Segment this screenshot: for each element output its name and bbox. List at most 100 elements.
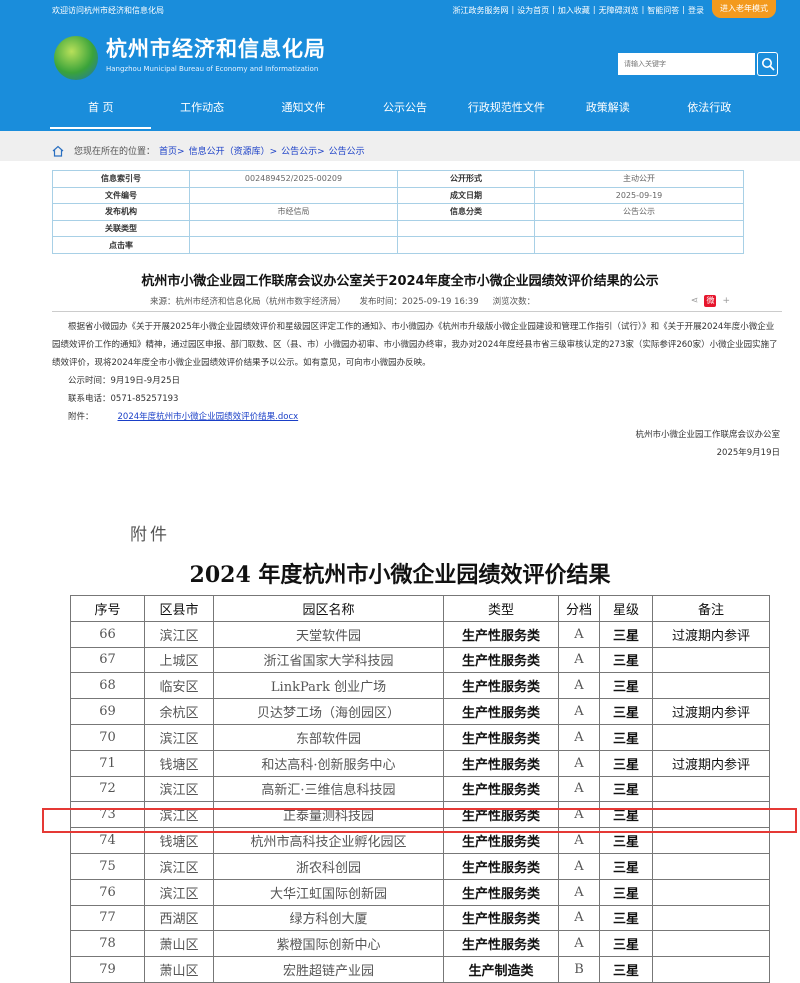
table-row: 75 滨江区 浙农科创园 生产性服务类 A 三星 <box>70 852 770 880</box>
table-row: 79 萧山区 宏胜超链产业园 生产制造类 B 三星 <box>70 956 770 983</box>
search-button[interactable] <box>757 52 778 76</box>
table-row: 72 滨江区 高新汇·三维信息科技园 生产性服务类 A 三星 <box>70 775 770 803</box>
plus-icon[interactable]: + <box>722 296 730 306</box>
cell-type: 生产性服务类 <box>443 749 559 777</box>
top-link[interactable]: 浙江政务服务网 <box>452 6 509 15</box>
info-row: 文件编号 成文日期 2025-09-19 <box>52 186 744 205</box>
cell-type: 生产性服务类 <box>443 698 559 725</box>
cell-district: 滨江区 <box>144 620 214 648</box>
cell-district: 余杭区 <box>144 698 214 725</box>
search-input[interactable] <box>618 53 755 75</box>
cell-park-name: 高新汇·三维信息科技园 <box>213 775 444 803</box>
attachment-link[interactable]: 2024年度杭州市小微企业园绩效评价结果.docx <box>117 412 299 422</box>
attachment-row: 附件： 2024年度杭州市小微企业园绩效评价结果.docx <box>52 408 782 426</box>
weibo-icon[interactable]: 微 <box>704 295 717 307</box>
article-body: 根据省小微园办《关于开展2025年小微企业园绩效评价和星级园区评定工作的通知》、… <box>52 322 778 368</box>
site-header: 欢迎访问杭州市经济和信息化局 浙江政务服务网 | 设为首页 | 加入收藏 | 无障碍浏览 | 智… <box>0 0 800 131</box>
cell-star: 三星 <box>599 878 653 906</box>
cell-star: 三星 <box>599 852 653 880</box>
cell-tier: A <box>558 672 600 700</box>
cell-tier: A <box>558 620 600 648</box>
cell-index: 77 <box>70 904 145 932</box>
nav-item[interactable]: 政策解读 <box>585 101 630 114</box>
separator: | <box>682 5 685 14</box>
cell-index: 79 <box>70 956 145 983</box>
cell-index: 71 <box>70 749 145 777</box>
column-header: 星级 <box>599 595 653 622</box>
column-header: 序号 <box>70 595 145 622</box>
info-key: 点击率 <box>52 236 190 254</box>
table-row: 68 临安区 LinkPark 创业广场 生产性服务类 A 三星 <box>70 672 770 700</box>
breadcrumb-home[interactable]: 首页> <box>159 147 185 157</box>
cell-note <box>652 852 770 880</box>
cell-district: 滨江区 <box>144 852 214 880</box>
table-row: 70 滨江区 东部软件园 生产性服务类 A 三星 <box>70 723 770 751</box>
cell-type: 生产性服务类 <box>443 904 559 932</box>
nav-item[interactable]: 公示公告 <box>382 101 427 114</box>
info-row: 信息索引号 002489452/2025-00209 公开形式 主动公开 <box>52 170 744 188</box>
info-key: 文件编号 <box>52 186 190 205</box>
cell-park-name: 天堂软件园 <box>213 620 444 648</box>
cell-star: 三星 <box>599 672 653 700</box>
article-views: 浏览次数： <box>492 297 536 307</box>
nav-item[interactable]: 依法行政 <box>687 101 732 114</box>
cell-type: 生产性服务类 <box>443 723 559 751</box>
cell-note: 过渡期内参评 <box>652 698 770 725</box>
column-header: 园区名称 <box>213 595 444 622</box>
top-link[interactable]: 加入收藏 <box>557 6 590 15</box>
column-header: 类型 <box>443 595 559 622</box>
top-link[interactable]: 登录 <box>688 6 704 15</box>
top-link[interactable]: 设为首页 <box>517 6 550 15</box>
top-link[interactable]: 无障碍浏览 <box>598 6 639 15</box>
home-icon[interactable] <box>52 145 64 157</box>
elder-mode-button[interactable]: 进入老年模式 <box>712 0 776 18</box>
share-bar: ⋖ 微 + <box>691 295 730 307</box>
main-nav: 首 页 工作动态 通知文件 公示公告 行政规范性文件 政策解读 依法行政 <box>50 96 760 130</box>
info-key <box>397 219 535 238</box>
cell-tier: A <box>558 878 600 906</box>
cell-park-name: LinkPark 创业广场 <box>213 672 444 700</box>
highlight-box <box>42 808 797 833</box>
nav-item[interactable]: 通知文件 <box>281 101 326 114</box>
cell-park-name: 大华江虹国际创新园 <box>213 878 444 906</box>
cell-star: 三星 <box>599 723 653 751</box>
site-subtitle: Hangzhou Municipal Bureau of Economy and… <box>106 65 319 73</box>
info-row: 发布机构 市经信局 信息分类 公告公示 <box>52 203 744 221</box>
cell-tier: A <box>558 646 600 674</box>
share-icon[interactable]: ⋖ <box>690 296 699 306</box>
table-header-row: 序号 区县市 园区名称 类型 分档 星级 备注 <box>70 595 770 622</box>
breadcrumb-prefix: 您现在所在的位置： <box>74 147 156 157</box>
column-header: 分档 <box>558 595 600 622</box>
sign-date: 2025年9月19日 <box>716 448 780 458</box>
breadcrumb-notices-current[interactable]: 公告公示 <box>328 147 365 157</box>
article-title: 杭州市小微企业园工作联席会议办公室关于2024年度全市小微企业园绩效评价结果的公… <box>141 274 659 289</box>
cell-index: 68 <box>70 672 145 700</box>
separator: | <box>592 5 596 14</box>
logo <box>54 36 98 80</box>
cell-note <box>652 956 770 983</box>
breadcrumb-notices[interactable]: 公告公示> <box>281 147 325 157</box>
top-link[interactable]: 智能问答 <box>647 6 680 15</box>
breadcrumb-info-public[interactable]: 信息公开（资源库）> <box>188 147 278 157</box>
cell-type: 生产性服务类 <box>443 775 559 803</box>
nav-item[interactable]: 行政规范性文件 <box>467 101 545 114</box>
cell-tier: A <box>558 852 600 880</box>
cell-park-name: 浙江省国家大学科技园 <box>213 646 444 674</box>
cell-district: 临安区 <box>144 672 214 700</box>
cell-star: 三星 <box>599 775 653 803</box>
separator: | <box>641 5 645 14</box>
doc-attachment-label: 附件 <box>130 525 170 545</box>
contact-phone: 联系电话：0571-85257193 <box>68 394 179 404</box>
nav-item[interactable]: 首 页 <box>50 96 152 130</box>
cell-type: 生产性服务类 <box>443 801 559 829</box>
results-table: 序号 区县市 园区名称 类型 分档 星级 备注 66 滨江区 天堂软件园 生产性服务类 A 三星 过渡期… <box>70 595 770 983</box>
separator: | <box>552 5 555 14</box>
nav-item[interactable]: 工作动态 <box>180 101 225 114</box>
cell-star: 三星 <box>599 930 653 958</box>
article-meta: 来源：杭州市经济和信息化局（杭州市数字经济局） 发布时间：2025-09-19 … <box>150 295 730 307</box>
cell-district: 萧山区 <box>144 956 214 983</box>
cell-tier: A <box>558 775 600 803</box>
cell-index: 74 <box>70 827 145 854</box>
site-title: 杭州市经济和信息化局 <box>106 37 326 61</box>
cell-district: 滨江区 <box>144 801 214 829</box>
